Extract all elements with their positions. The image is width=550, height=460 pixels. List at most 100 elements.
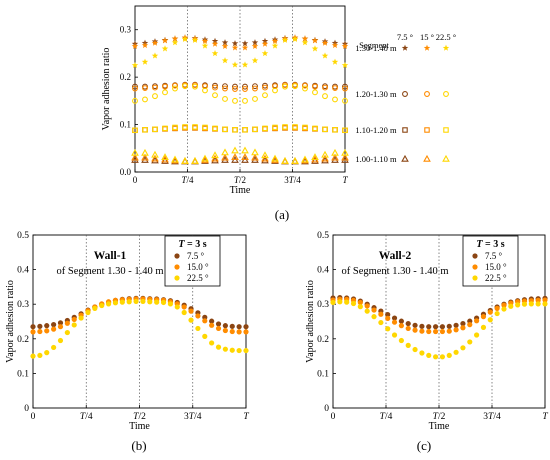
data-point [85, 309, 91, 316]
data-point [501, 306, 507, 312]
data-point [332, 96, 338, 103]
data-point [221, 57, 229, 64]
data-point [152, 126, 158, 133]
data-point [521, 301, 528, 307]
data-point [236, 329, 242, 335]
data-point [142, 127, 148, 133]
data-point [412, 322, 418, 328]
data-point [162, 89, 168, 96]
legend-marker [442, 44, 450, 51]
data-point [252, 126, 258, 133]
legend-entry-label: 15.0 ° [485, 262, 507, 272]
data-point [112, 300, 119, 306]
data-point [528, 301, 534, 307]
x-tick-label: T [542, 412, 548, 422]
y-tick-label: 0.3 [317, 300, 329, 310]
legend-marker [174, 253, 180, 259]
data-point [152, 93, 158, 100]
data-point [487, 317, 493, 323]
data-point [221, 39, 229, 46]
data-point [222, 323, 228, 329]
data-point [321, 52, 329, 59]
data-point [337, 299, 343, 305]
data-point [209, 322, 215, 328]
data-point [231, 40, 239, 47]
data-point [398, 323, 404, 329]
x-tick-label: 0 [133, 175, 138, 185]
data-point [51, 322, 57, 328]
legend-marker [472, 264, 478, 270]
data-point [311, 153, 319, 161]
data-point [242, 86, 248, 92]
data-point [271, 37, 279, 44]
panel-label-a: (a) [275, 207, 289, 222]
data-point [231, 44, 239, 51]
panel-a-chart: 0 T/4 T/2 3T/4 T 0.0 0.1 0.2 0.3 Time Vapor adhesi… [101, 5, 349, 196]
legend-marker [401, 44, 409, 51]
panel-c-chart: 0 T/4 T/2 3T/4 T 0 0.1 0.2 0.3 0.4 0.5 Time Vapor ad… [305, 231, 548, 432]
data-point [151, 156, 159, 164]
data-point [212, 84, 218, 91]
data-point [229, 328, 235, 335]
data-point [292, 124, 298, 130]
data-point [171, 35, 179, 42]
data-point [195, 325, 201, 332]
data-point [201, 42, 209, 49]
data-point [44, 350, 50, 356]
data-point [141, 148, 149, 156]
data-point [432, 324, 439, 330]
data-point [131, 153, 139, 161]
data-point [271, 154, 279, 162]
legend-marker [443, 127, 449, 133]
data-point [30, 353, 36, 359]
data-point [221, 153, 229, 161]
data-point [162, 83, 168, 90]
y-tick-label: 0.3 [120, 25, 132, 35]
data-point [211, 154, 219, 162]
data-point [281, 36, 289, 43]
legend-marker [423, 154, 431, 162]
legend-marker [424, 127, 430, 133]
data-point [105, 301, 112, 307]
y-tick-label: 0 [24, 404, 29, 414]
legend-marker [443, 91, 449, 97]
y-tick-label: 0.1 [317, 369, 329, 379]
data-point [222, 96, 228, 102]
data-point [191, 156, 199, 164]
data-point [412, 346, 418, 353]
data-point [272, 124, 278, 131]
legend-entry-label: 22.5 ° [485, 273, 507, 283]
data-point [252, 126, 258, 133]
data-point [322, 126, 328, 133]
data-point [312, 83, 318, 90]
data-point [202, 333, 208, 339]
x-axis-label: Time [129, 421, 150, 432]
data-point [446, 323, 452, 329]
data-point [172, 85, 178, 92]
data-point [292, 83, 298, 90]
data-point [232, 127, 238, 133]
data-point [515, 302, 521, 308]
data-point [405, 320, 411, 327]
data-point [161, 37, 169, 44]
data-point [453, 327, 459, 333]
data-point [44, 323, 50, 329]
data-point [321, 150, 329, 158]
data-point [209, 318, 215, 324]
data-point [542, 301, 548, 307]
data-point [312, 89, 318, 96]
data-point [202, 318, 208, 324]
data-point [126, 299, 132, 305]
data-point [357, 304, 363, 310]
data-point [142, 96, 148, 103]
data-point [195, 313, 201, 319]
data-point [262, 125, 268, 132]
data-point [192, 83, 198, 90]
data-point [236, 324, 242, 330]
data-point [201, 156, 209, 163]
data-point [385, 315, 391, 321]
data-point [364, 308, 370, 314]
data-point [487, 309, 493, 315]
data-point [231, 153, 239, 161]
data-point [231, 61, 239, 68]
